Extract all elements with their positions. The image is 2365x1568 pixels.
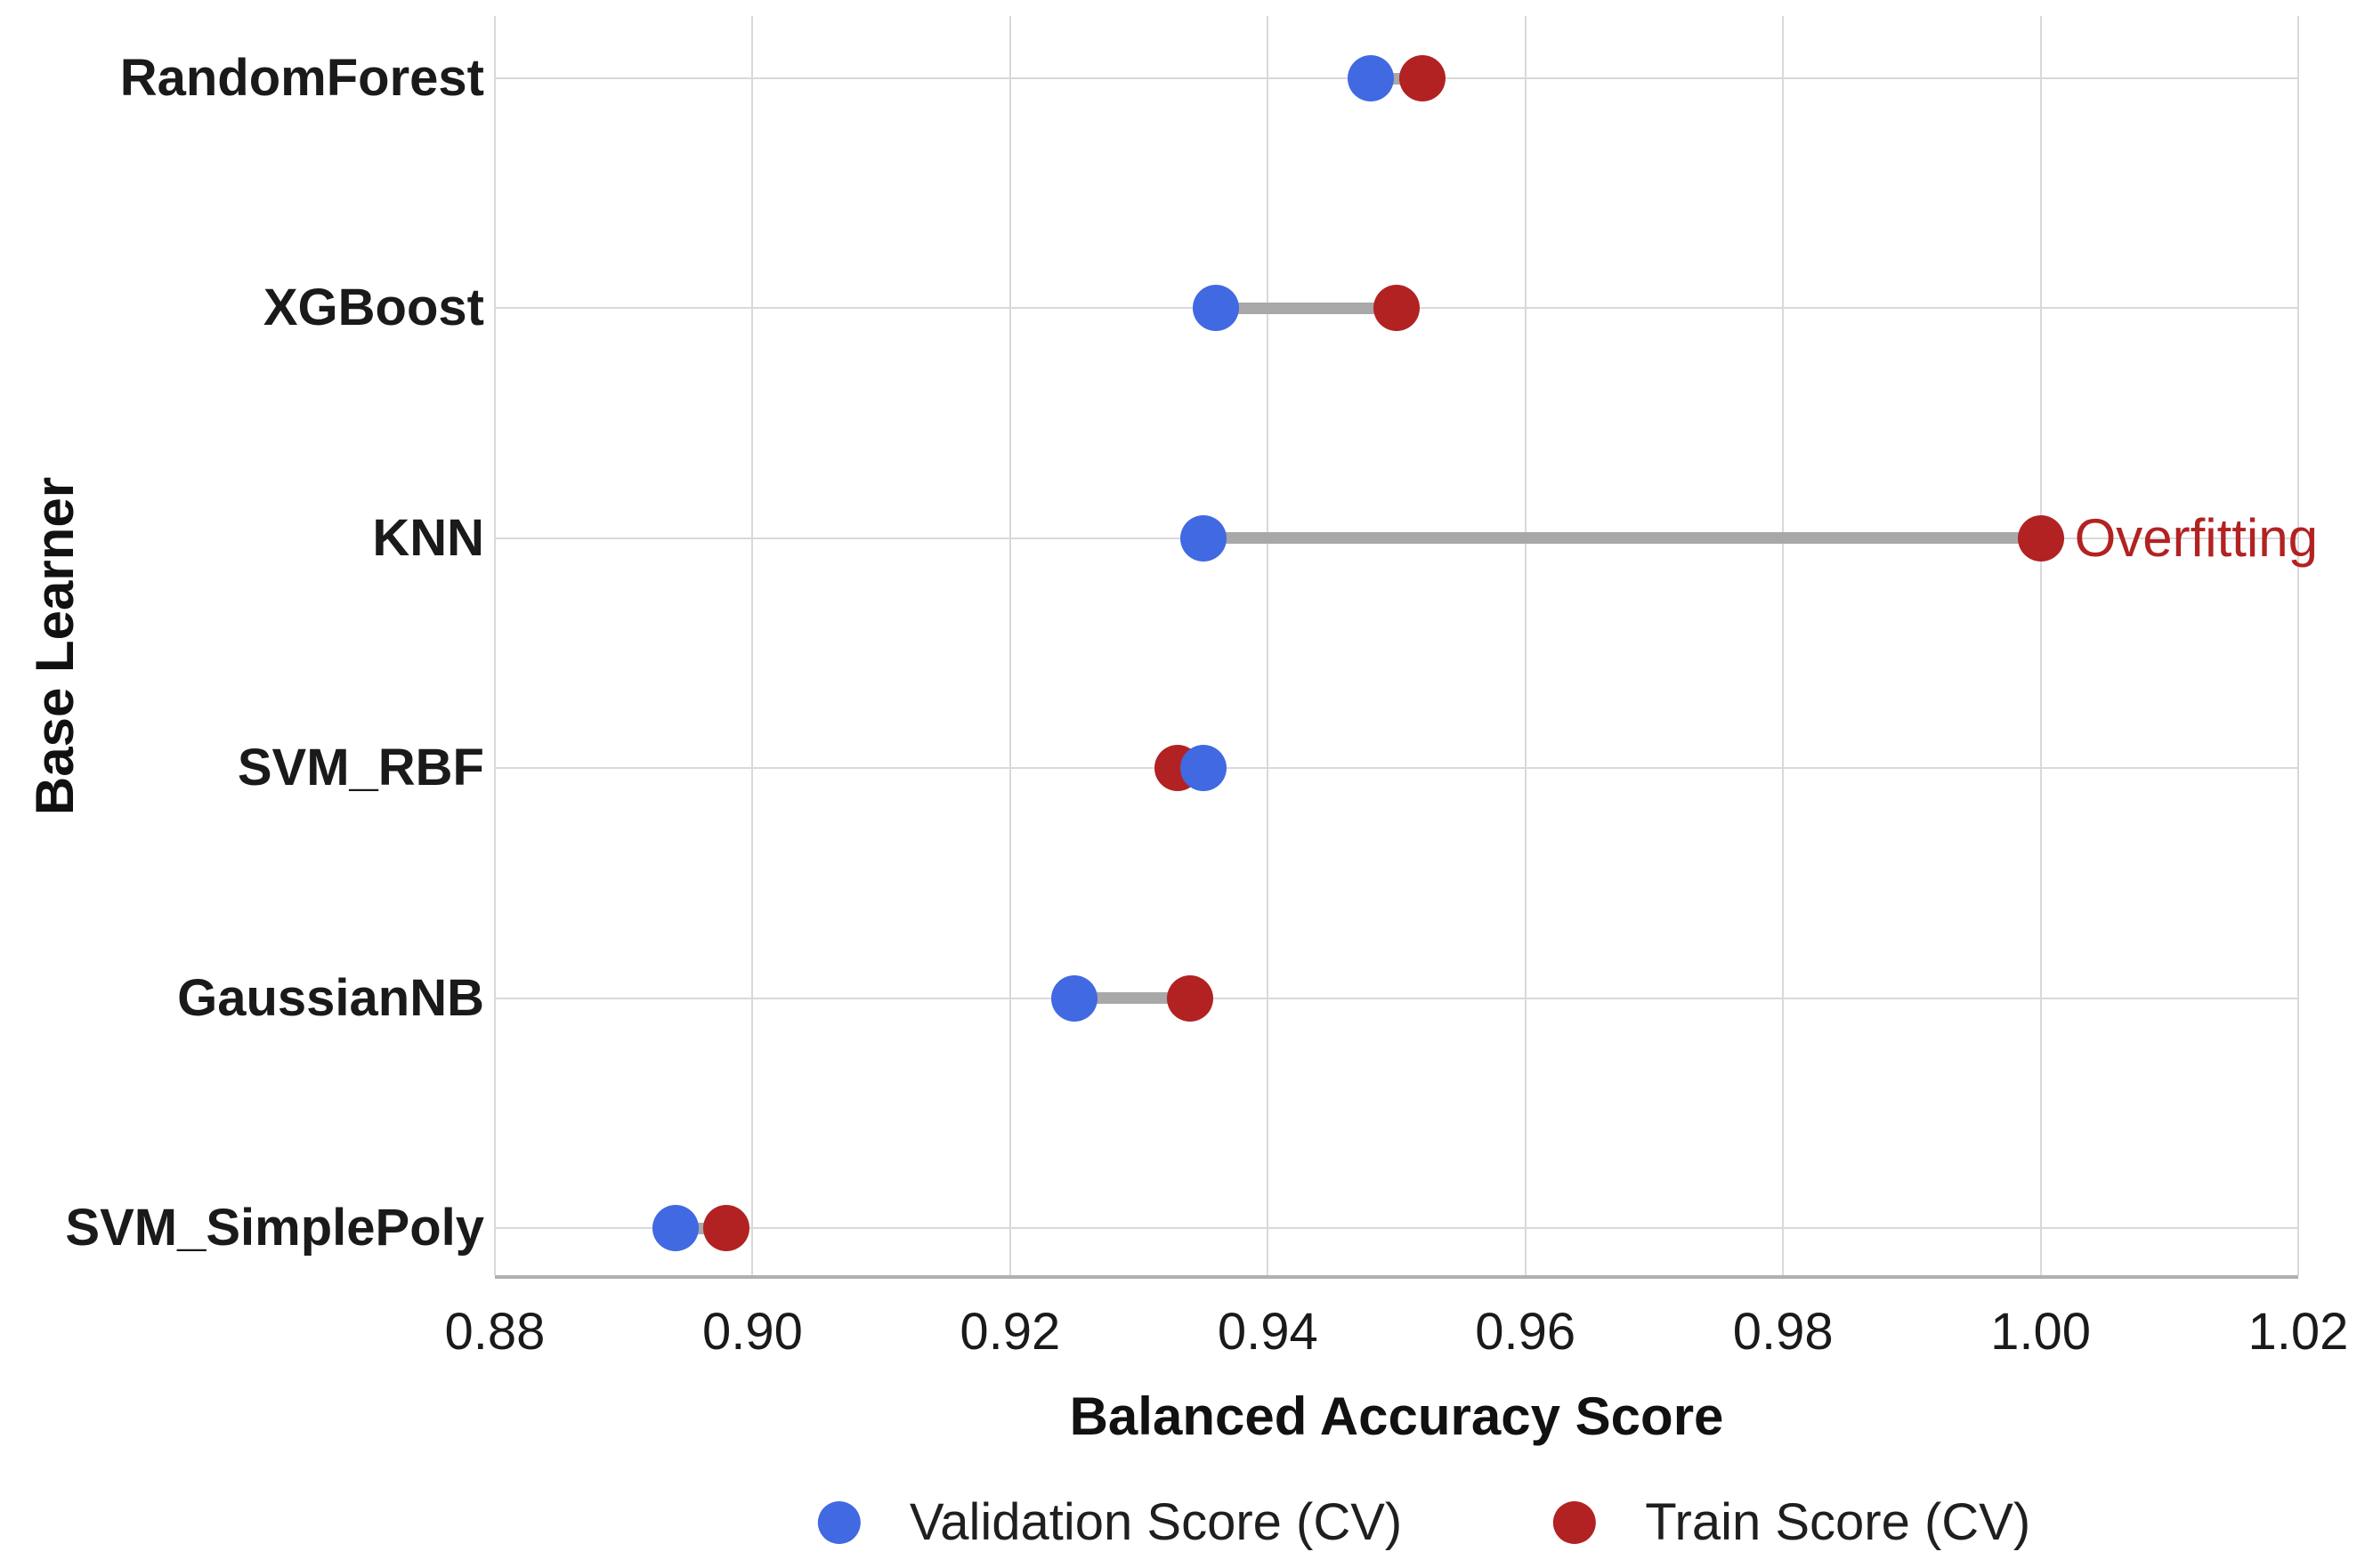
legend-item-train: Train Score (CV) — [1553, 1497, 2030, 1548]
validation-legend-dot-icon — [817, 1501, 861, 1544]
validation-score-dot — [1179, 514, 1227, 562]
y-gridline — [495, 997, 2298, 999]
train-score-dot — [2017, 514, 2064, 562]
x-gridline — [1782, 16, 1785, 1275]
dumbbell-connector — [1203, 532, 2041, 545]
x-tick-label: 0.88 — [444, 1303, 546, 1361]
legend-label: Train Score (CV) — [1645, 1493, 2031, 1551]
x-gridline — [2297, 16, 2299, 1275]
x-tick-label: 0.92 — [960, 1303, 1061, 1361]
dumbbell-connector — [1216, 302, 1397, 314]
category-label: KNN — [372, 508, 484, 567]
x-tick-label: 0.94 — [1217, 1303, 1318, 1361]
x-gridline — [751, 16, 754, 1275]
category-label: RandomForest — [119, 49, 484, 107]
validation-score-dot — [1348, 55, 1395, 101]
x-tick-label: 1.00 — [1990, 1303, 2092, 1361]
train-score-dot — [1373, 285, 1420, 332]
y-gridline — [495, 1227, 2298, 1229]
legend: Validation Score (CV) Train Score (CV) — [817, 1493, 2030, 1551]
y-gridline — [495, 767, 2298, 770]
legend-label: Validation Score (CV) — [909, 1493, 1403, 1551]
dumbbell-connector — [1074, 992, 1191, 1005]
x-gridline — [1524, 16, 1527, 1275]
x-gridline — [1267, 16, 1269, 1275]
category-label: GaussianNB — [177, 968, 484, 1027]
x-tick-label: 0.90 — [701, 1303, 803, 1361]
x-tick-label: 0.96 — [1475, 1303, 1576, 1361]
train-score-dot — [1398, 55, 1446, 101]
x-tick-label: 0.98 — [1732, 1303, 1834, 1361]
x-axis-title: Balanced Accuracy Score — [1069, 1386, 1724, 1446]
overfitting-annotation: Overfitting — [2074, 507, 2318, 568]
validation-score-dot — [652, 1205, 699, 1251]
category-label: SVM_RBF — [237, 739, 484, 797]
validation-score-dot — [1193, 285, 1240, 332]
x-gridline — [2039, 16, 2042, 1275]
category-label: SVM_SimplePoly — [65, 1199, 484, 1257]
category-label: XGBoost — [263, 279, 484, 337]
train-score-dot — [703, 1205, 750, 1251]
train-legend-dot-icon — [1553, 1501, 1597, 1544]
x-gridline — [1008, 16, 1011, 1275]
x-gridline — [494, 16, 496, 1275]
validation-score-dot — [1179, 745, 1227, 792]
train-score-dot — [1167, 974, 1214, 1022]
plot-area — [494, 16, 2299, 1279]
legend-item-validation: Validation Score (CV) — [817, 1493, 1403, 1551]
validation-score-dot — [1051, 974, 1098, 1022]
x-tick-label: 1.02 — [2248, 1303, 2349, 1361]
